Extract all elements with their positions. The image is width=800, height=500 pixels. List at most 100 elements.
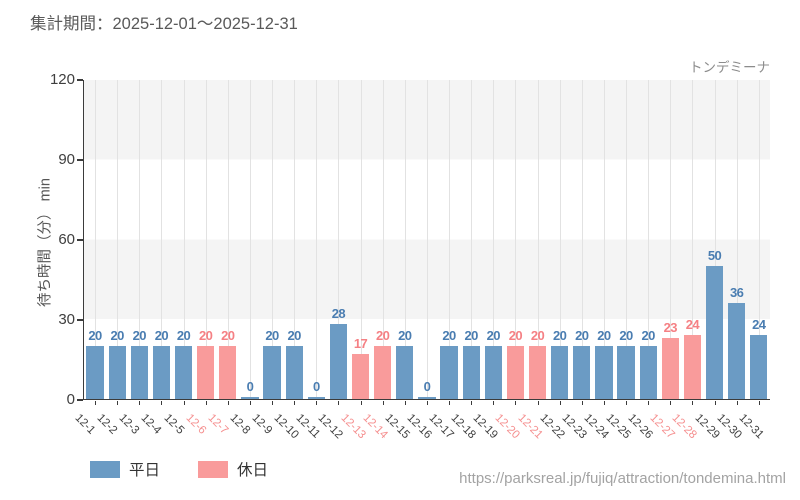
- bar-cell-12-6: 20 12-6: [183, 80, 217, 437]
- bar-12-10: [285, 345, 303, 399]
- x-tick-mark: [559, 400, 561, 405]
- attraction-name-label: トンデミーナ: [689, 60, 770, 75]
- bar-cell-12-14: 20 12-14: [360, 80, 394, 441]
- bar-value-label: 20: [619, 327, 633, 343]
- bar-12-19: [484, 345, 502, 399]
- bar-cell-12-28: 24 12-28: [670, 80, 703, 441]
- x-tick-mark: [294, 400, 296, 405]
- bar-value-label: 0: [246, 379, 254, 394]
- bar-cell-12-23: 20 12-23: [559, 80, 593, 441]
- gridline: [205, 80, 207, 399]
- bar-12-23: [573, 345, 591, 399]
- gridline: [714, 80, 716, 399]
- x-tick-mark: [493, 400, 495, 405]
- legend-item-weekday[interactable]: 平日: [90, 458, 160, 480]
- bar-cell-12-12: 28 12-12: [316, 80, 349, 441]
- bar-12-28: [683, 335, 702, 399]
- y-tick-mark: [77, 159, 83, 161]
- bar-value-label: 23: [663, 319, 678, 335]
- gridline: [272, 80, 274, 399]
- bar-value-label: 20: [132, 327, 147, 343]
- bar-value-label: 24: [752, 317, 766, 332]
- gridline: [581, 80, 583, 399]
- plot-area: 20 12-1 20 12-2 20 12-3 20 12-4 20 12-5 20 12-6 20 12…: [73, 80, 770, 441]
- gridline: [95, 80, 97, 399]
- bar-value-label: 20: [597, 327, 611, 343]
- x-tick-mark: [714, 400, 716, 405]
- gridline: [559, 80, 561, 399]
- legend-label-holiday: 休日: [237, 462, 269, 479]
- gridline: [493, 80, 495, 399]
- gridline: [338, 80, 340, 399]
- bar-12-29: [705, 265, 724, 399]
- x-tick-mark: [670, 400, 672, 405]
- x-tick-mark: [117, 400, 119, 405]
- bar-12-22: [551, 345, 569, 399]
- gridline: [117, 80, 119, 399]
- x-tick-mark: [272, 400, 274, 405]
- bar-value-label: 20: [176, 327, 191, 343]
- gridline: [537, 80, 539, 399]
- bar-cell-12-21: 20 12-21: [515, 80, 549, 441]
- bar-cell-12-7: 20 12-7: [205, 80, 239, 437]
- x-tick-mark: [692, 400, 694, 405]
- gridline: [736, 80, 738, 399]
- bar-cell-12-20: 20 12-20: [493, 80, 526, 441]
- bar-value-label: 20: [486, 327, 501, 343]
- y-tick-label: 30: [58, 311, 75, 328]
- gridline: [316, 80, 318, 399]
- gridline: [404, 80, 406, 399]
- bar-value-label: 20: [398, 327, 412, 343]
- bar-12-13: [351, 353, 370, 399]
- x-tick-mark: [603, 400, 605, 405]
- bar-cell-12-3: 20 12-3: [117, 80, 150, 437]
- bar-cell-12-4: 20 12-4: [139, 80, 172, 437]
- y-tick-mark: [77, 319, 83, 321]
- x-tick-mark: [736, 400, 738, 405]
- legend: 平日 休日: [90, 458, 268, 480]
- bar-12-14: [374, 345, 392, 399]
- gridline: [382, 80, 384, 399]
- bar-12-2: [108, 345, 126, 399]
- bar-cell-12-10: 20 12-10: [272, 80, 305, 441]
- x-tick-mark: [360, 400, 362, 405]
- bar-12-20: [506, 345, 525, 399]
- bar-12-6: [197, 345, 215, 399]
- bar-12-17: [440, 345, 458, 399]
- bar-cell-12-25: 20 12-25: [604, 80, 637, 441]
- x-tick-mark: [227, 400, 229, 405]
- bar-value-label: 17: [353, 335, 368, 351]
- gridline: [648, 80, 650, 399]
- bar-value-label: 20: [110, 327, 124, 343]
- gridline: [139, 80, 141, 399]
- page-title: 集計期間：2025-12-01～2025-12-31: [30, 15, 298, 33]
- bar-cell-12-2: 20 12-2: [95, 80, 128, 437]
- bar-12-16: [418, 397, 436, 399]
- bar-value-label: 36: [729, 285, 744, 300]
- gridline: [626, 80, 628, 399]
- x-tick-mark: [449, 400, 451, 405]
- bar-value-label: 20: [464, 327, 478, 343]
- legend-item-holiday[interactable]: 休日: [198, 458, 268, 480]
- bar-cell-12-17: 20 12-17: [427, 80, 460, 441]
- x-tick-mark: [205, 400, 207, 405]
- bar-value-label: 20: [221, 327, 235, 343]
- bar-cell-12-9: 20 12-9: [250, 80, 283, 437]
- x-tick-mark: [404, 400, 406, 405]
- y-tick-label: 60: [58, 231, 75, 248]
- bar-value-label: 20: [265, 327, 279, 343]
- gridline: [360, 80, 362, 399]
- bar-value-label: 50: [707, 247, 722, 263]
- bar-cell-12-15: 20 12-15: [382, 80, 416, 441]
- bar-cell-12-22: 20 12-22: [537, 80, 571, 441]
- bar-value-label: 20: [154, 327, 169, 343]
- bar-12-5: [174, 345, 193, 399]
- bar-value-label: 0: [423, 379, 431, 394]
- bar-cell-12-1: 20 12-1: [73, 80, 106, 437]
- bar-12-26: [639, 345, 657, 399]
- bar-cell-12-5: 20 12-5: [161, 80, 195, 437]
- bar-12-24: [595, 345, 613, 399]
- y-tick-mark: [77, 79, 83, 81]
- bar-12-21: [528, 345, 547, 399]
